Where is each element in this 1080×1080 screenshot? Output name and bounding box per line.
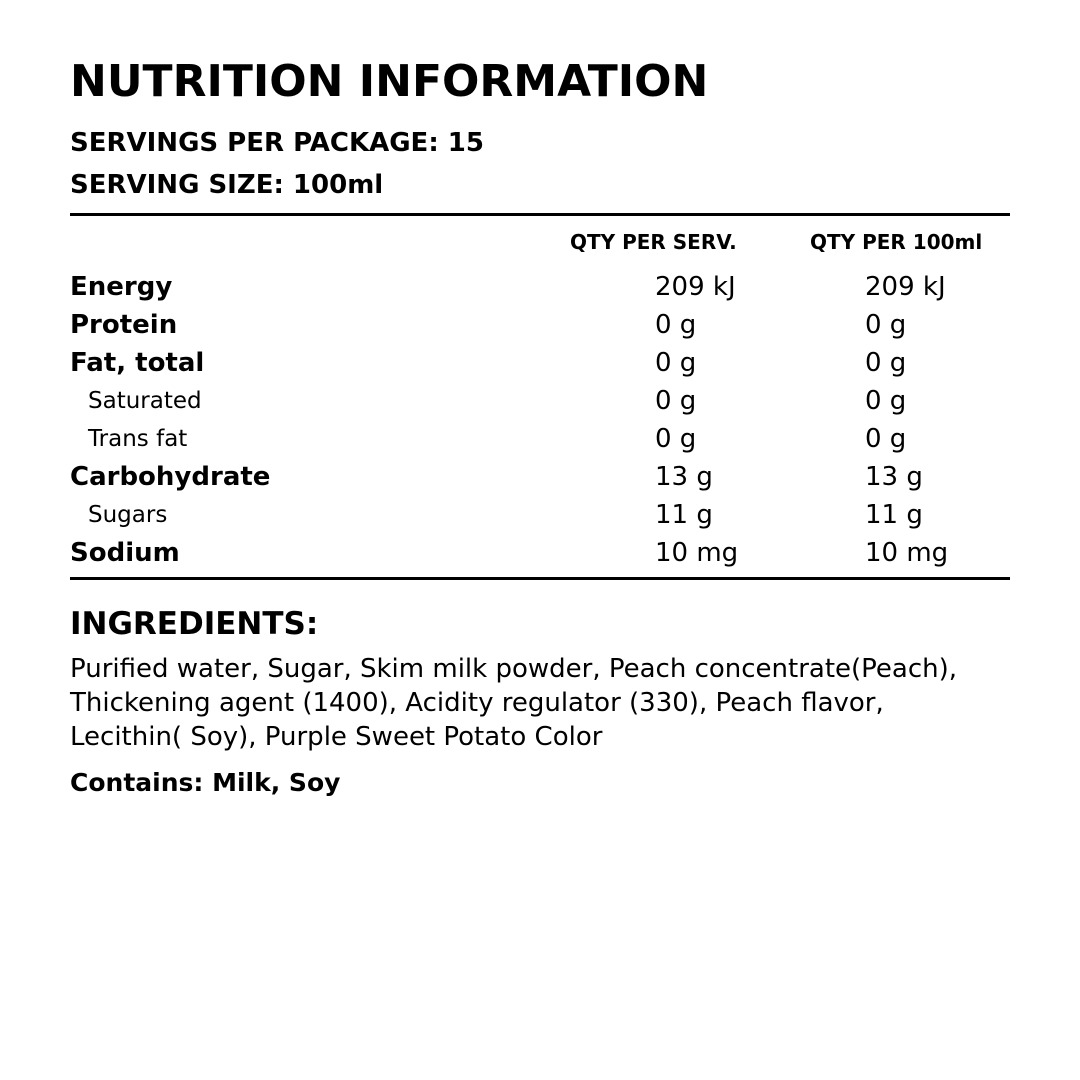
rule [70, 213, 1010, 216]
cell: 0 g [655, 348, 697, 378]
ingredients-line: Purified water, Sugar, Skim milk powder,… [70, 654, 958, 684]
cell: 11 g [865, 500, 923, 530]
cell: 0 g [655, 386, 697, 416]
column-header: QTY PER 100ml [810, 230, 983, 254]
row-sublabel: Sugars [88, 502, 168, 528]
cell: 11 g [655, 500, 713, 530]
cell: 0 g [865, 386, 907, 416]
row-label: Protein [70, 310, 178, 340]
cell: 0 g [865, 310, 907, 340]
row-sublabel: Saturated [88, 388, 202, 414]
cell: 13 g [865, 462, 923, 492]
cell: 10 mg [655, 538, 739, 568]
cell: 0 g [865, 424, 907, 454]
contains: Contains: Milk, Soy [70, 768, 341, 797]
ingredients-heading: INGREDIENTS: [70, 606, 319, 642]
cell: 0 g [655, 424, 697, 454]
cell: 0 g [655, 310, 697, 340]
cell: 13 g [655, 462, 713, 492]
row-sublabel: Trans fat [88, 426, 188, 452]
row-label: Energy [70, 272, 173, 302]
rule [70, 577, 1010, 580]
cell: 10 mg [865, 538, 949, 568]
ingredients-line: Thickening agent (1400), Acidity regulat… [70, 688, 884, 718]
cell: 209 kJ [655, 272, 736, 302]
serving-size: SERVING SIZE: 100ml [70, 170, 384, 200]
cell: 209 kJ [865, 272, 946, 302]
row-label: Sodium [70, 538, 180, 568]
servings: SERVINGS PER PACKAGE: 15 [70, 128, 484, 158]
ingredients-line: Lecithin( Soy), Purple Sweet Potato Colo… [70, 722, 603, 752]
row-label: Fat, total [70, 348, 205, 378]
column-header: QTY PER SERV. [570, 230, 737, 254]
cell: 0 g [865, 348, 907, 378]
title: NUTRITION INFORMATION [70, 56, 709, 107]
row-label: Carbohydrate [70, 462, 271, 492]
